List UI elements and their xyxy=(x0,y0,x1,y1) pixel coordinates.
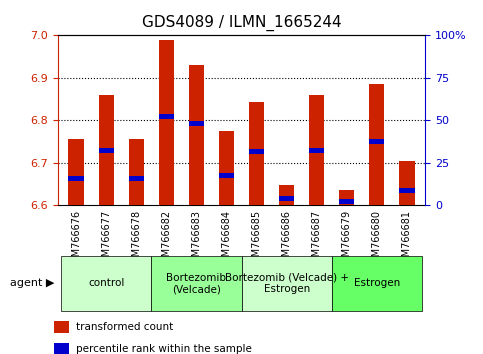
Bar xyxy=(279,185,294,205)
Bar xyxy=(159,114,174,119)
Text: control: control xyxy=(88,279,124,289)
Bar xyxy=(309,148,324,153)
Text: Bortezomib
(Velcade): Bortezomib (Velcade) xyxy=(166,273,227,294)
Bar xyxy=(99,148,114,153)
Bar xyxy=(399,161,414,205)
Bar xyxy=(61,256,151,311)
Bar xyxy=(249,149,264,154)
Bar xyxy=(54,321,69,333)
Bar xyxy=(369,139,384,144)
Bar xyxy=(339,190,355,205)
Bar xyxy=(128,176,144,181)
Bar xyxy=(219,131,234,205)
Bar xyxy=(242,256,332,311)
Text: percentile rank within the sample: percentile rank within the sample xyxy=(76,344,252,354)
Title: GDS4089 / ILMN_1665244: GDS4089 / ILMN_1665244 xyxy=(142,15,341,31)
Bar xyxy=(54,343,69,354)
Bar xyxy=(151,256,242,311)
Text: Bortezomib (Velcade) +
Estrogen: Bortezomib (Velcade) + Estrogen xyxy=(225,273,349,294)
Text: Estrogen: Estrogen xyxy=(354,279,400,289)
Bar xyxy=(189,121,204,126)
Text: transformed count: transformed count xyxy=(76,322,173,332)
Bar xyxy=(332,256,422,311)
Bar xyxy=(219,173,234,178)
Bar xyxy=(99,95,114,205)
Bar xyxy=(369,84,384,205)
Bar xyxy=(309,95,324,205)
Bar xyxy=(69,139,84,205)
Bar xyxy=(128,139,144,205)
Bar xyxy=(279,196,294,201)
Bar xyxy=(339,199,355,205)
Bar xyxy=(159,40,174,205)
Bar xyxy=(399,188,414,193)
Bar xyxy=(189,65,204,205)
Text: agent ▶: agent ▶ xyxy=(10,279,55,289)
Bar xyxy=(69,176,84,181)
Bar xyxy=(249,102,264,205)
